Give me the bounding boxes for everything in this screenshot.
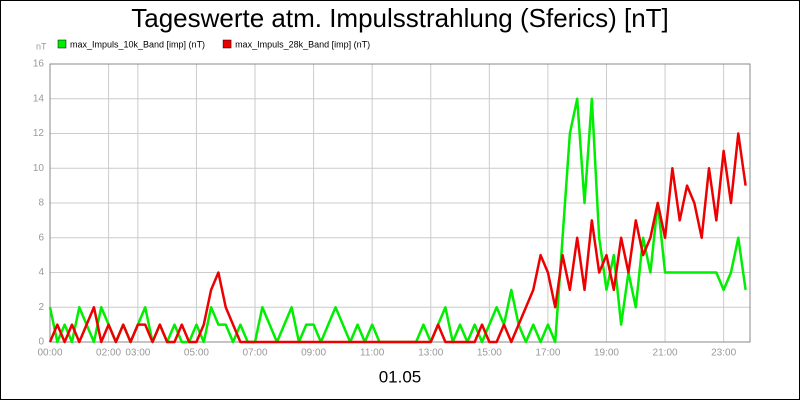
data-line xyxy=(48,132,747,344)
x-axis-label: 01.05 xyxy=(379,367,422,386)
y-tick-label: 14 xyxy=(33,93,45,104)
legend-swatch xyxy=(57,39,67,49)
x-tick-label: 17:00 xyxy=(535,348,560,359)
x-tick-label: 13:00 xyxy=(418,348,443,359)
x-tick-label: 19:00 xyxy=(594,348,619,359)
y-tick-label: 8 xyxy=(38,198,44,209)
y-tick-label: 10 xyxy=(33,163,45,174)
x-tick-label: 09:00 xyxy=(301,348,326,359)
x-tick-label: 11:00 xyxy=(360,348,385,359)
y-tick-label: 12 xyxy=(33,128,45,139)
x-tick-label: 15:00 xyxy=(477,348,502,359)
legend-label: max_Impuls_28k_Band [imp] (nT) xyxy=(235,39,370,49)
x-tick-label: 05:00 xyxy=(184,348,209,359)
x-tick-label: 02:00 xyxy=(96,348,121,359)
chart-title: Tageswerte atm. Impulsstrahlung (Sferics… xyxy=(131,3,669,33)
legend-label: max_Impuls_10k_Band [imp] (nT) xyxy=(70,39,205,49)
x-tick-label: 23:00 xyxy=(711,348,736,359)
y-tick-label: 6 xyxy=(38,232,44,243)
x-tick-label: 00:00 xyxy=(37,348,62,359)
y-tick-label: 0 xyxy=(38,337,44,348)
y-unit-label: nT xyxy=(36,41,47,51)
legend-swatch xyxy=(222,39,232,49)
x-tick-label: 21:00 xyxy=(653,348,678,359)
y-tick-label: 2 xyxy=(38,302,44,313)
x-tick-label: 03:00 xyxy=(125,348,150,359)
y-tick-label: 4 xyxy=(38,267,44,278)
x-tick-label: 07:00 xyxy=(243,348,268,359)
y-tick-label: 16 xyxy=(33,59,45,70)
